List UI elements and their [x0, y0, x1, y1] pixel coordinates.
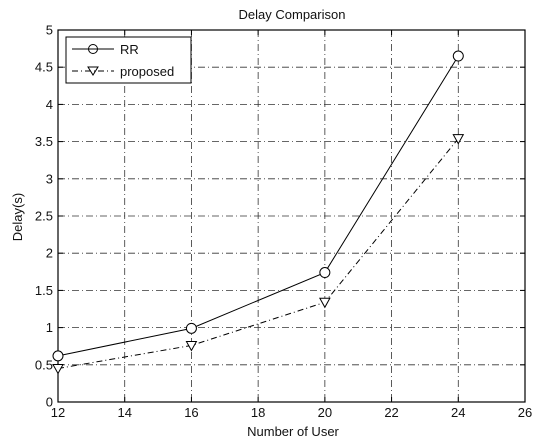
y-tick-label: 2.5: [35, 209, 53, 224]
x-tick-label: 20: [318, 405, 332, 420]
data-point-rr: [452, 50, 464, 62]
x-tick-label: 14: [117, 405, 131, 420]
series-line-rr: [57, 55, 459, 357]
legend-label-proposed: proposed: [120, 64, 174, 79]
data-point-rr: [52, 350, 64, 362]
legend-label-rr: RR: [120, 42, 139, 57]
series-layer: [52, 50, 465, 375]
y-tick-label: 4.5: [35, 60, 53, 75]
x-tick-label: 18: [251, 405, 265, 420]
data-point-rr: [185, 322, 197, 334]
series-line-proposed: [57, 138, 459, 370]
legend-marker-rr: [88, 44, 98, 54]
data-point-proposed: [52, 364, 64, 375]
data-point-proposed: [319, 297, 331, 309]
y-axis-label: Delay(s): [10, 193, 25, 241]
y-tick-label: 1.5: [35, 283, 53, 298]
y-tick-label: 2: [46, 246, 53, 261]
y-tick-label: 3.5: [35, 134, 53, 149]
legend: RR proposed: [65, 36, 192, 84]
axis-ticks: 12 14 16 18 20 22 24 26 0 0.5 1 1.5 2 2.5 3 3.5 4 4.5 5: [35, 23, 532, 421]
y-tick-label: 0: [46, 395, 53, 410]
grid: [58, 30, 525, 402]
x-axis-label: Number of User: [247, 424, 339, 439]
y-tick-label: 0.5: [35, 357, 53, 372]
y-tick-label: 3: [46, 171, 53, 186]
x-tick-label: 22: [384, 405, 398, 420]
legend-box: [65, 36, 192, 84]
data-point-rr: [319, 267, 331, 279]
x-tick-label: 16: [184, 405, 198, 420]
data-point-proposed: [185, 340, 198, 352]
legend-marker-proposed: [87, 66, 99, 76]
data-point-proposed: [452, 134, 465, 145]
x-tick-label: 26: [518, 405, 532, 420]
y-tick-label: 5: [46, 23, 53, 38]
chart-title: Delay Comparison: [239, 7, 346, 22]
x-tick-label: 12: [51, 405, 65, 420]
x-tick-label: 24: [451, 405, 465, 420]
y-tick-label: 1: [46, 320, 53, 335]
y-tick-label: 4: [46, 97, 53, 112]
